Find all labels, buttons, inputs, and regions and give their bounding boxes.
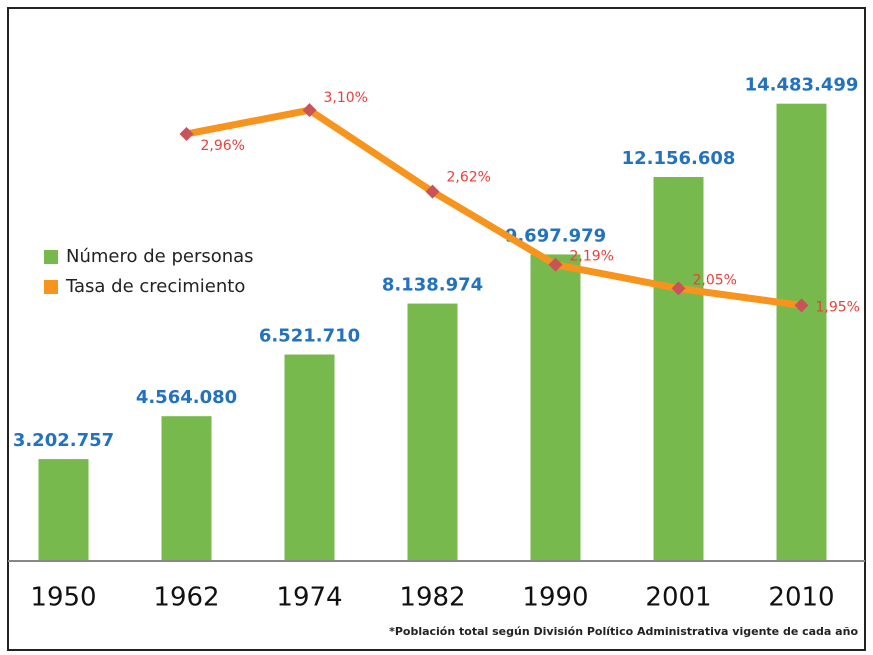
point-marker [179, 126, 194, 141]
bar [776, 103, 827, 560]
bar [161, 416, 212, 560]
point-marker [425, 184, 440, 199]
bar [653, 176, 704, 560]
point-value-label: 3,10% [324, 90, 368, 106]
bar-value-label: 8.138.974 [382, 275, 483, 296]
line [185, 106, 802, 309]
bar-value-label: 12.156.608 [622, 148, 736, 169]
bar [284, 354, 335, 560]
point-value-label: 2,96% [201, 138, 245, 154]
bar [38, 459, 89, 560]
legend-label: Número de personas [66, 246, 254, 267]
point-value-label: 2,05% [693, 272, 737, 288]
point-value-label: 2,62% [447, 170, 491, 186]
legend-swatch [44, 280, 58, 294]
point-marker [671, 281, 686, 296]
x-tick-label: 1982 [399, 583, 465, 613]
point-marker [302, 103, 317, 118]
bar [530, 254, 581, 560]
x-tick-label: 1962 [153, 583, 219, 613]
x-tick-label: 1950 [30, 583, 96, 613]
point-marker [548, 257, 563, 272]
bar-value-label: 4.564.080 [136, 387, 237, 408]
bar [407, 303, 458, 560]
bar-value-label: 3.202.757 [13, 430, 114, 451]
bar-value-label: 6.521.710 [259, 326, 360, 347]
legend-swatch [44, 250, 58, 264]
legend-label: Tasa de crecimiento [65, 276, 245, 297]
point-marker [794, 298, 809, 313]
footnote: *Población total según División Político… [389, 625, 858, 638]
x-tick-label: 1974 [276, 583, 342, 613]
point-value-label: 2,19% [570, 249, 614, 265]
point-value-label: 1,95% [816, 299, 860, 315]
x-tick-label: 2001 [645, 583, 711, 613]
bar-value-label: 9.697.979 [505, 225, 606, 246]
bar-value-label: 14.483.499 [745, 75, 859, 96]
x-tick-label: 2010 [768, 583, 834, 613]
x-tick-label: 1990 [522, 583, 588, 613]
